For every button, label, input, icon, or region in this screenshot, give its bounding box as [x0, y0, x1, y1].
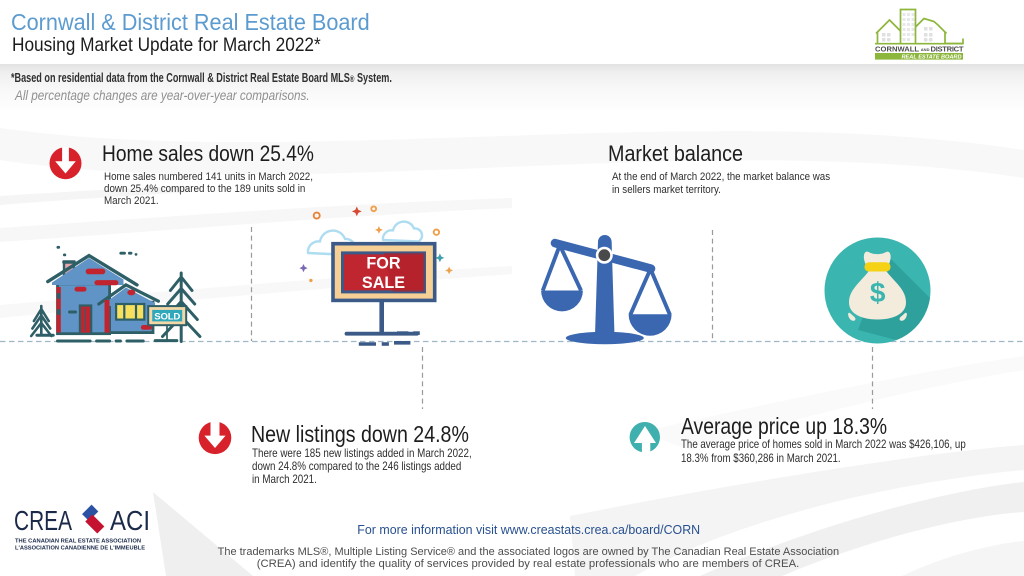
svg-text:DISTRICT: DISTRICT — [931, 44, 964, 53]
svg-text:SALE: SALE — [362, 274, 405, 292]
svg-text:AND: AND — [921, 47, 930, 52]
svg-text:L'ASSOCIATION CANADIENNE DE L': L'ASSOCIATION CANADIENNE DE L'IMMEUBLE — [15, 546, 145, 552]
svg-text:$: $ — [870, 277, 886, 308]
svg-text:CREA: CREA — [14, 505, 73, 536]
svg-text:ACI: ACI — [110, 505, 150, 536]
svg-text:SOLD: SOLD — [154, 311, 180, 322]
svg-text:FOR: FOR — [366, 255, 400, 273]
svg-text:REAL ESTATE BOARD: REAL ESTATE BOARD — [902, 54, 962, 60]
svg-text:CORNWALL: CORNWALL — [875, 44, 919, 53]
svg-text:THE CANADIAN REAL ESTATE ASSOC: THE CANADIAN REAL ESTATE ASSOCIATION — [15, 539, 141, 545]
